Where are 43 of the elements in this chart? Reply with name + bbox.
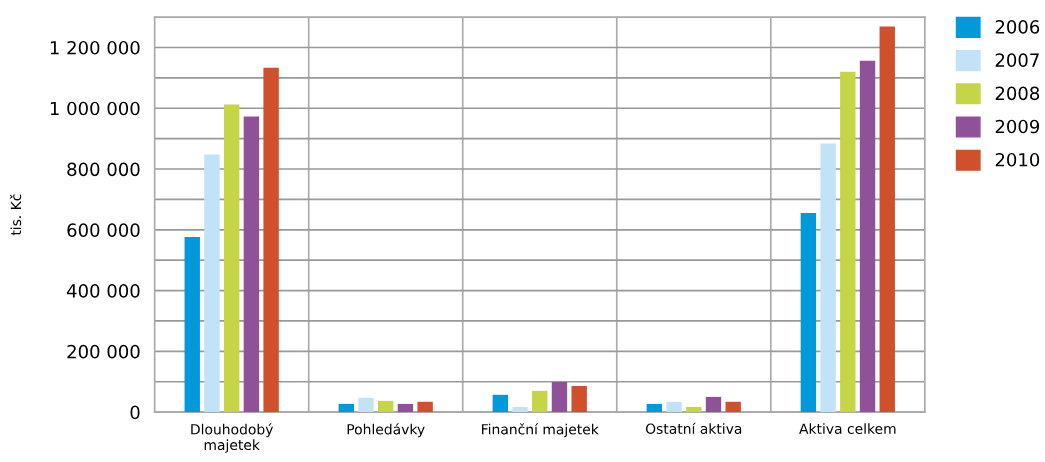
y-tick-label: 1 200 000 [50,40,140,55]
bar [243,116,260,413]
bar [417,401,433,413]
bar [378,400,394,413]
x-tick-label: Ostatní aktiva [645,422,742,434]
legend-label: 2010 [995,152,1040,167]
y-axis-title: tis. Kč [9,194,22,236]
bar [820,143,836,413]
bar [532,390,548,413]
y-tick-label: 600 000 [67,223,140,237]
bar [666,401,682,413]
bar [551,382,568,413]
bar [358,397,374,413]
bar [840,71,856,413]
bar [686,406,702,413]
y-tick-label: 400 000 [66,284,140,298]
bar [859,60,876,413]
legend-label: 2009 [995,119,1040,134]
bar [512,406,528,413]
y-tick-label: 0 [130,405,140,420]
bar [397,403,414,413]
bar [646,403,663,413]
bar [705,396,722,413]
x-tick-label: Dlouhodobý majetek [191,423,274,453]
bar [338,403,354,413]
bar [879,26,895,413]
x-tick-label: Finanční majetek [482,423,599,438]
legend-label: 2006 [995,20,1040,34]
bar [725,401,741,413]
bar [223,104,240,413]
bar [492,394,509,413]
legend-label: 2007 [995,53,1039,67]
y-tick-label: 800 000 [67,162,140,177]
y-tick-label: 200 000 [67,344,140,359]
bar [263,67,279,413]
bar [571,385,587,413]
y-tick-label: 1 000 000 [50,101,140,116]
legend-label: 2008 [995,86,1040,101]
bar [800,213,817,413]
x-tick-label: Pohledávky [347,423,425,438]
bar [184,237,200,413]
x-tick-label: Aktiva celkem [799,423,896,434]
bar [204,154,220,413]
